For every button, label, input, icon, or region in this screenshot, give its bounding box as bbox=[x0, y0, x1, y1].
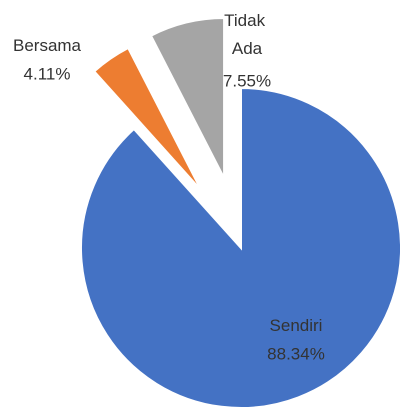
slice-value-label: 88.34% bbox=[267, 344, 325, 363]
pie-slice bbox=[149, 17, 226, 179]
slice-value-label: 7.55% bbox=[223, 71, 271, 90]
pie-slice bbox=[92, 46, 203, 192]
slice-category-label: Sendiri bbox=[270, 316, 323, 335]
slice-category-label: Tidak Ada bbox=[224, 11, 270, 58]
slice-category-label: Bersama bbox=[13, 36, 82, 55]
slice-value-label: 4.11% bbox=[24, 64, 71, 83]
pie-slice bbox=[80, 86, 400, 409]
